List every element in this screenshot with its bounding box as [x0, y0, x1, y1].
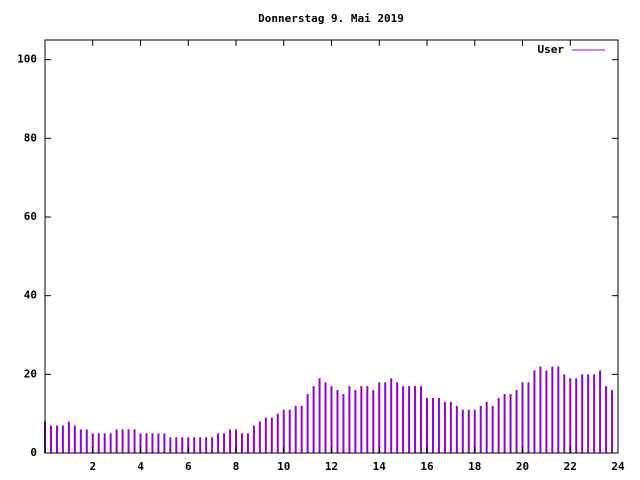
- y-tick-label: 60: [24, 210, 37, 223]
- y-tick-label: 0: [30, 446, 37, 459]
- x-tick-label: 10: [277, 460, 290, 473]
- x-tick-label: 24: [611, 460, 625, 473]
- chart-title: Donnerstag 9. Mai 2019: [258, 12, 404, 25]
- x-tick-label: 12: [325, 460, 338, 473]
- x-tick-label: 16: [420, 460, 434, 473]
- x-tick-label: 18: [468, 460, 481, 473]
- x-tick-label: 2: [89, 460, 96, 473]
- x-tick-label: 6: [185, 460, 192, 473]
- y-tick-label: 80: [24, 131, 37, 144]
- y-tick-label: 20: [24, 367, 37, 380]
- x-tick-label: 22: [564, 460, 577, 473]
- plot-border: [44, 39, 619, 454]
- y-tick-label: 40: [24, 289, 37, 302]
- x-tick-label: 4: [137, 460, 144, 473]
- x-tick-label: 8: [233, 460, 240, 473]
- x-tick-label: 14: [373, 460, 387, 473]
- y-tick-label: 100: [17, 53, 37, 66]
- x-tick-label: 20: [516, 460, 529, 473]
- legend-label: User: [538, 43, 565, 56]
